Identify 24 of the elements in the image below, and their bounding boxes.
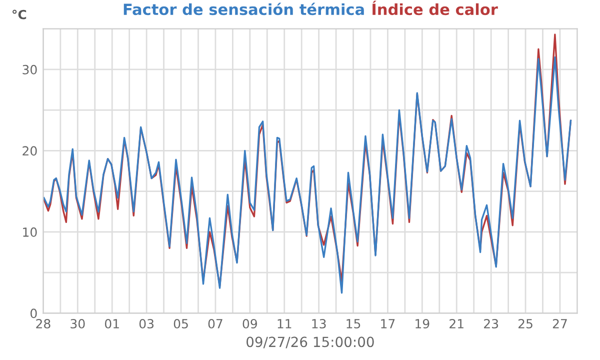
x-tick-label: 11 [278, 319, 292, 328]
x-tick-label: 17 [381, 319, 395, 328]
y-axis-title: °C [12, 10, 26, 20]
y-tick-label: 0 [30, 308, 37, 318]
text: Índice de calor [372, 0, 498, 16]
x-axis-title: 09/27/26 15:00:00 [246, 336, 374, 348]
y-tick-label: 30 [22, 64, 37, 74]
x-tick-label: 15 [346, 319, 360, 328]
text: Factor de sensación térmica [124, 2, 364, 16]
x-tick-label: 13 [312, 318, 326, 328]
x-tick-label: 28 [36, 318, 50, 328]
x-tick-label: 23 [484, 318, 498, 328]
x-tick-label: 25 [518, 318, 532, 328]
x-tick-label: 07 [208, 318, 222, 328]
y-tick-label: 20 [22, 146, 37, 156]
x-tick-label: 03 [139, 318, 154, 328]
x-tick-label: 01 [104, 318, 119, 328]
x-tick-label: 30 [70, 318, 85, 328]
x-tick-label: 19 [416, 318, 430, 328]
x-tick-label: 21 [450, 318, 464, 328]
x-tick-label: 09 [242, 318, 257, 328]
y-tick-label: 10 [23, 227, 37, 237]
x-tick-label: 05 [174, 318, 188, 328]
x-tick-label: 27 [552, 318, 567, 328]
